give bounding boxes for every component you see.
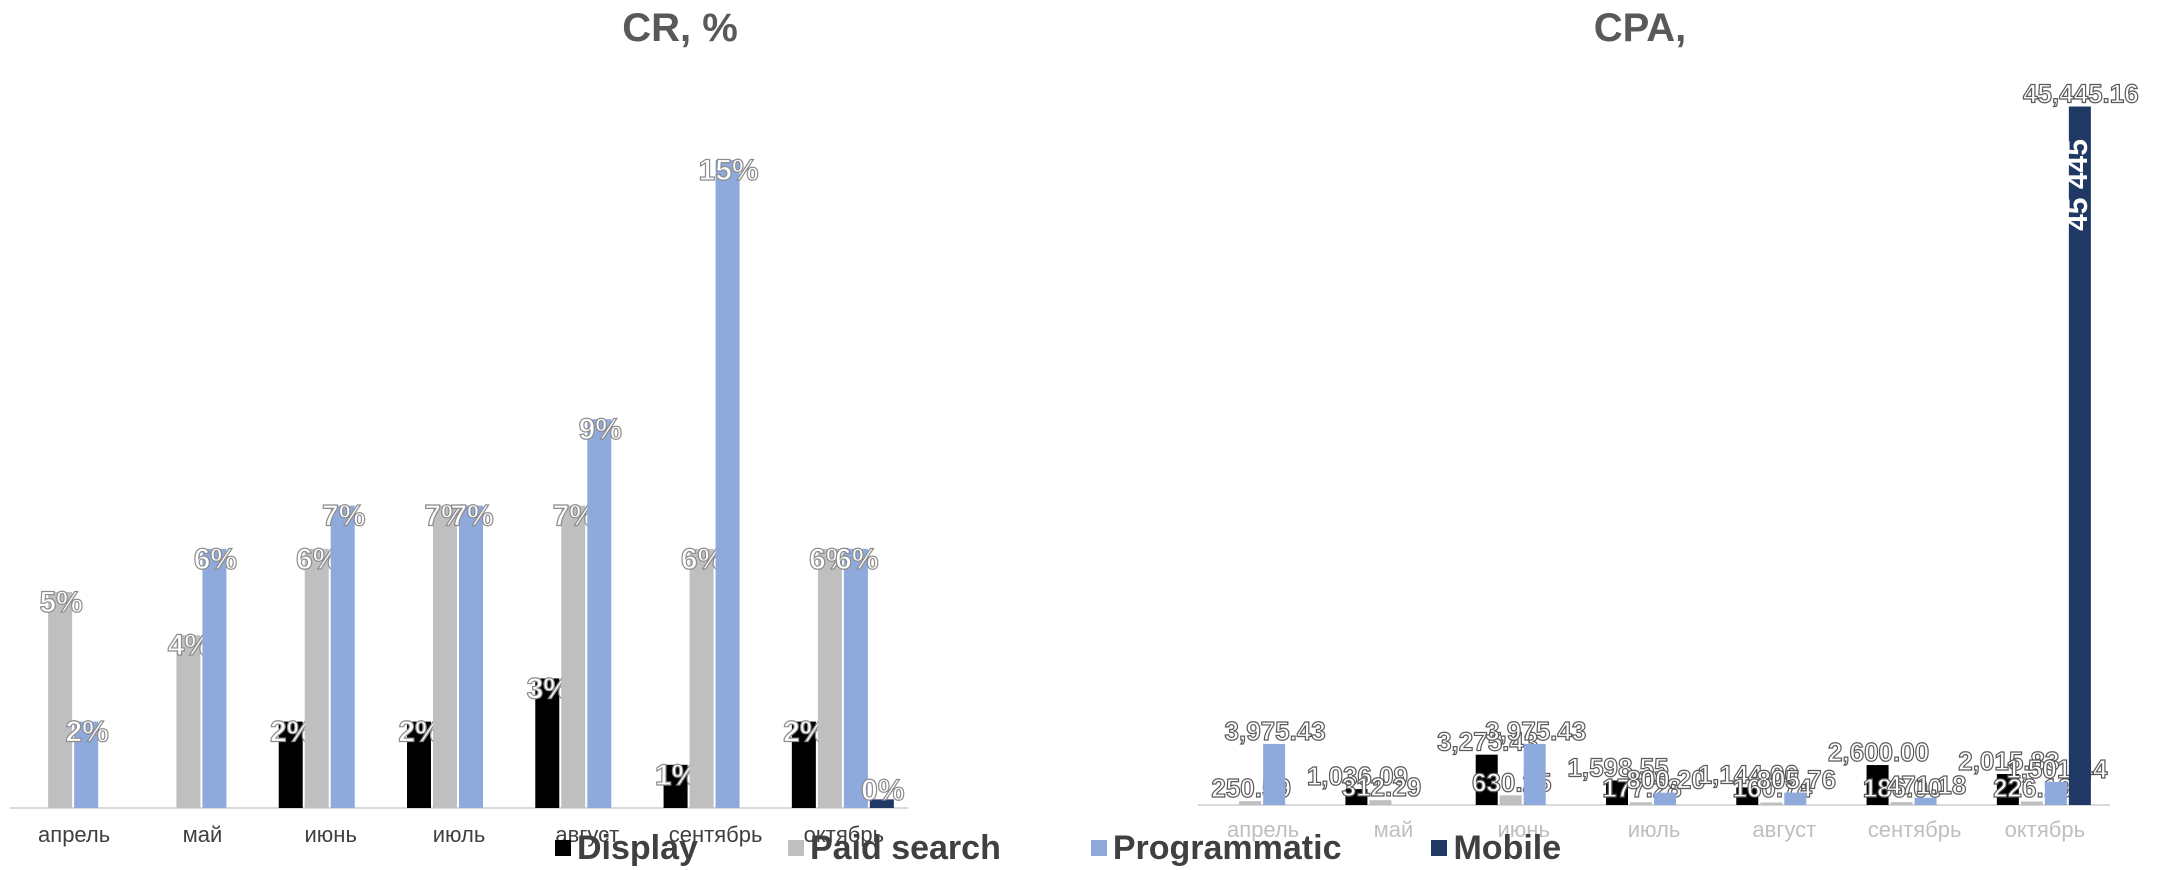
chart1-bar-display-5	[1866, 765, 1889, 805]
chart0-category-label-1: май	[183, 822, 223, 847]
cpa-chart-title: CPA,	[1593, 6, 1687, 50]
chart1-label-display-6: 2,015.83	[1958, 746, 2059, 776]
chart1-bar-mobile-6	[2068, 106, 2091, 805]
chart0-bar-programmatic-3	[459, 505, 483, 808]
chart0-bar-paid_search-5	[689, 548, 714, 808]
chart0-bar-paid_search-3	[433, 505, 457, 808]
chart1-label-programmatic-4: 805.76	[1757, 765, 1837, 795]
chart0-bar-programmatic-6	[843, 548, 868, 808]
chart0-bar-paid_search-4	[561, 505, 586, 808]
chart1-bar-paid_search-2	[1499, 795, 1522, 805]
chart0-category-label-2: июнь	[305, 822, 357, 847]
legend-item-display: Display	[555, 829, 698, 868]
chart0-bar-programmatic-2	[330, 505, 355, 808]
chart1-label-display-2: 3,275.43	[1437, 727, 1538, 757]
chart1-bar-paid_search-6	[2020, 801, 2043, 805]
chart1-bar-programmatic-0	[1263, 743, 1286, 805]
legend: Display Paid search Programmatic Mobile	[555, 826, 1561, 870]
chart1-bar-display-2	[1475, 754, 1498, 805]
chart0-bar-programmatic-4	[587, 419, 612, 808]
legend-swatch-paid-search	[787, 840, 804, 856]
chart1-category-label-5: сентябрь	[1868, 817, 1962, 842]
chart1-label-display-4: 1,144.00	[1698, 759, 1799, 789]
chart0-bar-paid_search-0	[48, 592, 73, 808]
legend-item-paid-search: Paid search	[787, 828, 1001, 868]
chart1-bar-display-4	[1736, 787, 1759, 805]
chart1-bar-paid_search-3	[1630, 802, 1652, 805]
chart1-label-programmatic-6: 1,501.44	[2006, 754, 2108, 784]
chart0-label-programmatic-1: 6%	[194, 543, 237, 576]
chart0-category-label-5: сентябрь	[669, 822, 763, 847]
chart0-label-mobile-6: 0%	[861, 774, 904, 807]
chart1-bar-paid_search-1	[1369, 800, 1392, 805]
legend-swatch-mobile	[1431, 840, 1448, 856]
legend-item-mobile: Mobile	[1431, 829, 1561, 868]
chart1-label-display-1: 1,036.09	[1307, 761, 1408, 791]
chart1-bar-display-6	[1996, 774, 2019, 805]
legend-item-programmatic: Programmatic	[1090, 828, 1342, 868]
chart0-bar-display-5	[663, 764, 688, 808]
chart1-category-label-1: май	[1374, 817, 1414, 842]
chart1-category-label-4: август	[1752, 817, 1816, 842]
chart1-label-programmatic-0: 3,975.43	[1225, 716, 1326, 746]
chart1-bar-programmatic-3	[1654, 792, 1676, 805]
chart0-bar-display-3	[407, 721, 431, 808]
chart0-bar-display-2	[278, 721, 303, 808]
chart0-label-paid_search-6: 6%	[809, 543, 852, 576]
chart1-category-label-3: июль	[1628, 817, 1681, 842]
cr-chart-title: CR, %	[622, 6, 738, 50]
chart1-bar-programmatic-4	[1784, 792, 1807, 805]
chart0-label-programmatic-2: 7%	[322, 500, 365, 533]
chart1-bar-display-3	[1606, 780, 1628, 805]
chart0-label-programmatic-3: 7%	[450, 500, 493, 533]
chart1-bar-programmatic-2	[1523, 743, 1546, 805]
legend-swatch-display	[555, 840, 571, 856]
chart1-bar-programmatic-5	[1914, 797, 1937, 805]
chart1-label-display-3: 1,598.55	[1567, 752, 1668, 782]
chart1-bar-display-1	[1345, 789, 1368, 805]
chart0-bar-paid_search-2	[304, 548, 329, 808]
chart0-bar-paid_search-6	[817, 548, 842, 808]
chart0-bar-mobile-6	[869, 799, 894, 808]
chart1-label-programmatic-3: 800.20	[1626, 765, 1706, 795]
chart0-label-paid_search-0: 5%	[39, 586, 82, 619]
chart1-bar-paid_search-0	[1239, 801, 1262, 805]
chart0-category-label-3: июль	[433, 822, 486, 847]
legend-label-display: Display	[577, 828, 698, 867]
chart0-label-programmatic-0: 2%	[65, 716, 108, 749]
chart0-category-label-0: апрель	[38, 822, 110, 847]
chart1-label-paid_search-1: 312.29	[1342, 772, 1422, 802]
chart1-label-programmatic-5: 471.18	[1887, 770, 1967, 800]
chart0-bar-programmatic-0	[74, 721, 99, 808]
chart1-bar-programmatic-6	[2044, 781, 2067, 805]
chart0-label-programmatic-5: 15%	[699, 154, 759, 187]
chart1-bar-paid_search-4	[1760, 802, 1783, 805]
cpa-mobile-rotated-annotation: 45 445	[2061, 139, 2094, 231]
chart1-label-programmatic-2: 3,975.43	[1485, 716, 1586, 746]
chart0-bar-display-4	[535, 678, 560, 808]
legend-swatch-programmatic	[1090, 840, 1107, 856]
chart0-bar-programmatic-1	[202, 548, 227, 808]
legend-label-mobile: Mobile	[1453, 828, 1562, 867]
chart1-bar-paid_search-5	[1890, 802, 1913, 805]
legend-label-paid-search: Paid search	[809, 828, 1001, 867]
chart1-category-label-2: июнь	[1498, 817, 1550, 842]
chart0-bar-paid_search-1	[176, 635, 201, 808]
legend-label-programmatic: Programmatic	[1112, 828, 1342, 867]
chart0-label-programmatic-6: 6%	[835, 543, 878, 576]
chart0-bar-display-6	[791, 721, 816, 808]
chart1-category-label-6: октябрь	[2005, 817, 2085, 842]
chart0-bar-programmatic-5	[715, 160, 740, 808]
chart0-category-label-6: октябрь	[804, 822, 884, 847]
chart1-label-mobile-6: 45,445.16	[2023, 79, 2139, 109]
chart1-label-display-5: 2,600.00	[1828, 737, 1929, 767]
chart0-label-programmatic-4: 9%	[579, 413, 622, 446]
chart1-category-label-0: апрель	[1227, 817, 1299, 842]
